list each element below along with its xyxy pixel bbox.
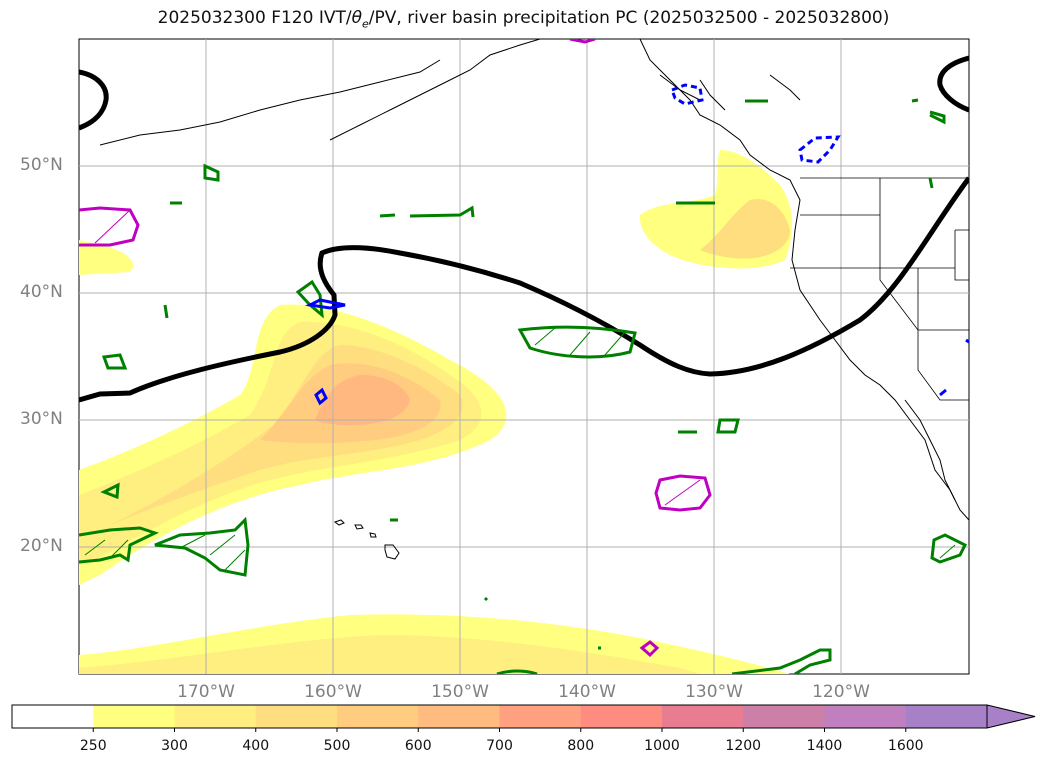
colorbar-swatch bbox=[580, 705, 663, 728]
colorbar-swatch bbox=[743, 705, 825, 728]
colorbar-label: 300 bbox=[161, 738, 188, 754]
lon-label-160w: 160°W bbox=[304, 682, 362, 702]
colorbar bbox=[12, 705, 988, 732]
lat-label-20n: 20°N bbox=[20, 536, 63, 556]
map-title: 2025032300 F120 IVT/θe/PV, river basin p… bbox=[157, 8, 890, 31]
colorbar-label: 1000 bbox=[644, 738, 680, 754]
hawaii bbox=[333, 519, 400, 560]
colorbar-label: 600 bbox=[404, 738, 432, 754]
lon-label-140w: 140°W bbox=[558, 682, 616, 702]
colorbar-label: 800 bbox=[567, 738, 595, 754]
colorbar-swatch bbox=[824, 705, 907, 728]
colorbar-label: 1600 bbox=[887, 738, 924, 754]
lon-label-150w: 150°W bbox=[431, 682, 489, 702]
colorbar-label: 500 bbox=[323, 738, 351, 754]
lon-label-120w: 120°W bbox=[812, 682, 870, 702]
colorbar-swatch bbox=[255, 705, 338, 728]
colorbar-label: 400 bbox=[242, 738, 270, 754]
precip-pc-negative bbox=[305, 83, 969, 406]
lat-label-50n: 50°N bbox=[20, 155, 63, 175]
graticule bbox=[79, 39, 969, 674]
colorbar-swatch bbox=[499, 705, 582, 728]
state-borders bbox=[790, 177, 969, 401]
colorbar-swatch bbox=[93, 705, 175, 728]
lon-label-130w: 130°W bbox=[685, 682, 743, 702]
coastlines bbox=[99, 39, 969, 521]
colorbar-label: 1200 bbox=[725, 738, 762, 754]
map-frame bbox=[78, 38, 970, 675]
colorbar-extend-arrow bbox=[986, 704, 1036, 729]
colorbar-swatch bbox=[905, 705, 988, 728]
ivt-shading bbox=[79, 150, 792, 674]
precip-pc-positive bbox=[79, 39, 712, 658]
theta-e-contour bbox=[79, 55, 969, 403]
lon-label-170w: 170°W bbox=[177, 682, 235, 702]
lat-label-30n: 30°N bbox=[20, 409, 63, 429]
colorbar-label: 700 bbox=[486, 738, 513, 754]
colorbar-swatch bbox=[662, 705, 744, 728]
colorbar-swatch bbox=[418, 705, 500, 728]
colorbar-frame bbox=[11, 704, 988, 729]
colorbar-swatch bbox=[174, 705, 257, 728]
pv-contours bbox=[79, 98, 968, 674]
colorbar-swatch bbox=[337, 705, 419, 728]
lat-label-40n: 40°N bbox=[20, 282, 63, 302]
colorbar-label: 1400 bbox=[806, 738, 843, 754]
colorbar-label: 250 bbox=[79, 738, 107, 754]
colorbar-swatch bbox=[12, 705, 94, 728]
